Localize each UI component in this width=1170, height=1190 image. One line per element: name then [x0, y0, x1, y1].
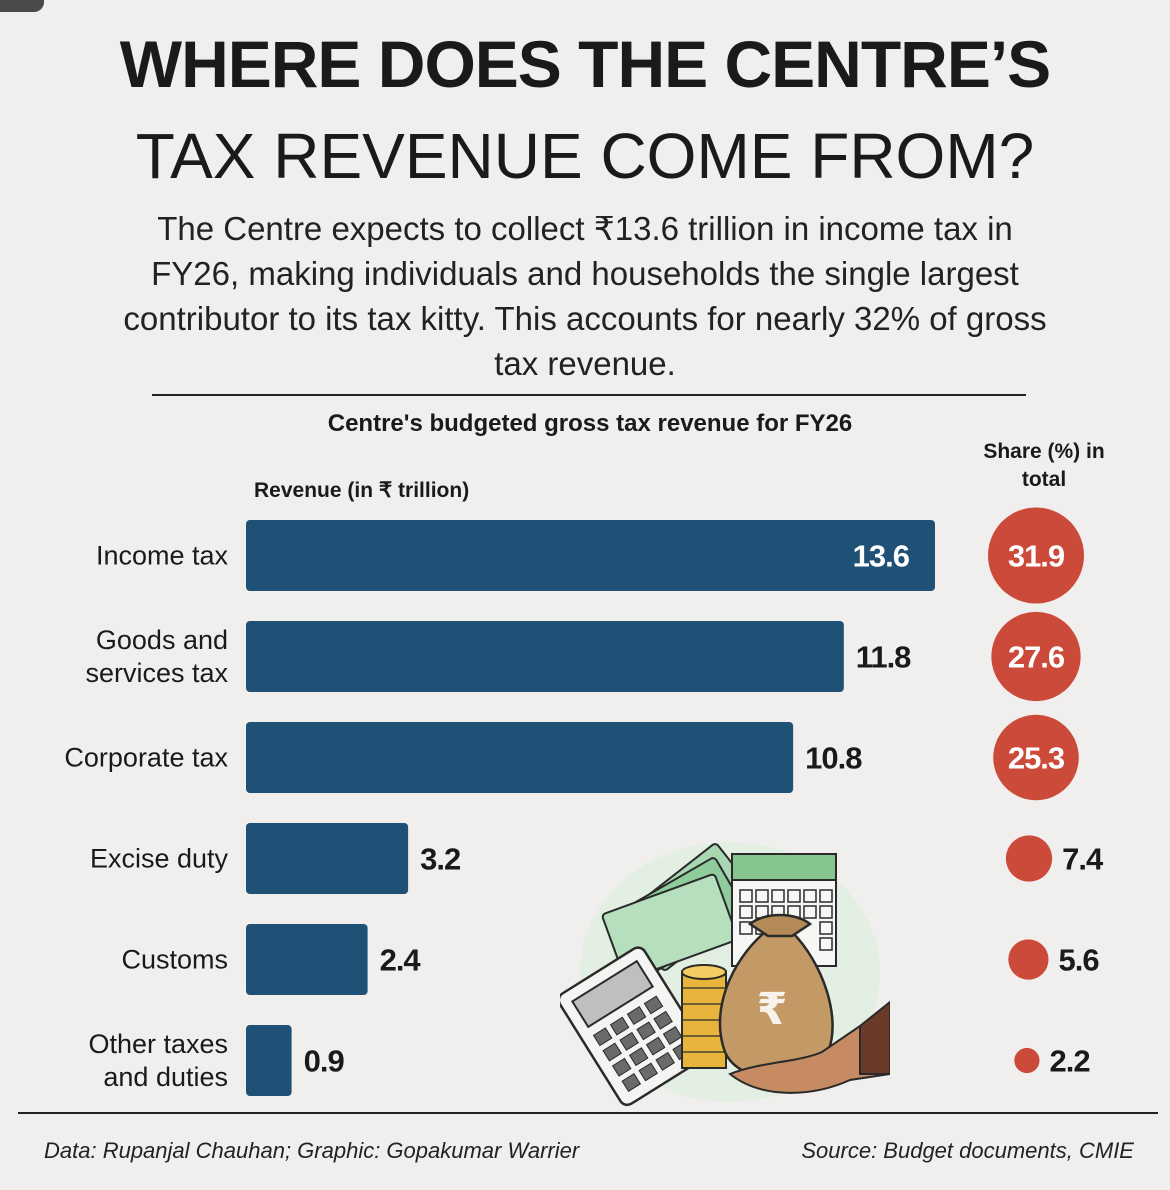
- share-label: 5.6: [1059, 943, 1100, 978]
- share-column-header: Share (%) in total: [983, 440, 1105, 491]
- share-label: 2.2: [1050, 1044, 1090, 1079]
- value-label: 0.9: [304, 1044, 345, 1079]
- share-circle: [988, 507, 1084, 604]
- value-label: 2.4: [380, 943, 422, 978]
- bar: [246, 621, 844, 692]
- category-label: Goods and services tax: [85, 625, 228, 688]
- share-label: 27.6: [1008, 640, 1065, 675]
- credit-text: Data: Rupanjal Chauhan; Graphic: Gopakum…: [44, 1138, 580, 1163]
- chart-title: Centre's budgeted gross tax revenue for …: [327, 410, 853, 437]
- svg-text:₹: ₹: [757, 984, 788, 1035]
- share-label: 25.3: [1008, 741, 1065, 776]
- bar: [246, 823, 409, 894]
- share-circle: [1008, 939, 1049, 980]
- share-label: 31.9: [1008, 539, 1065, 574]
- bar: [246, 722, 794, 793]
- bar: [246, 924, 368, 995]
- share-circle: [1014, 1047, 1040, 1074]
- share-label: 7.4: [1062, 842, 1104, 877]
- x-axis-label: Revenue (in ₹ trillion): [254, 479, 470, 502]
- calculator-icon: [560, 946, 708, 1107]
- share-circle: [1005, 835, 1053, 882]
- share-circle: [993, 714, 1079, 801]
- category-label: Other taxes and duties: [88, 1029, 228, 1092]
- top-divider: [152, 394, 1026, 396]
- category-label: Corporate tax: [64, 743, 228, 773]
- share-circle: [991, 611, 1081, 702]
- bar: [246, 520, 935, 591]
- value-label: 10.8: [805, 741, 862, 776]
- source-text: Source: Budget documents, CMIE: [801, 1138, 1134, 1163]
- hand-icon: [728, 1000, 890, 1094]
- money-illustration: ₹: [560, 842, 890, 1107]
- category-label: Income tax: [96, 541, 229, 571]
- subtitle: The Centre expects to collect ₹13.6 tril…: [123, 210, 1047, 382]
- value-label: 13.6: [853, 539, 910, 574]
- value-label: 11.8: [856, 640, 911, 675]
- value-label: 3.2: [420, 842, 460, 877]
- bottom-divider: [18, 1112, 1158, 1114]
- page-title-line1: WHERE DOES THE CENTRE’S: [119, 27, 1051, 101]
- category-label: Excise duty: [90, 844, 229, 874]
- category-label: Customs: [121, 945, 228, 975]
- page-title-line2: TAX REVENUE COME FROM?: [135, 120, 1035, 192]
- corner-tab: [0, 0, 44, 12]
- bar: [246, 1025, 292, 1096]
